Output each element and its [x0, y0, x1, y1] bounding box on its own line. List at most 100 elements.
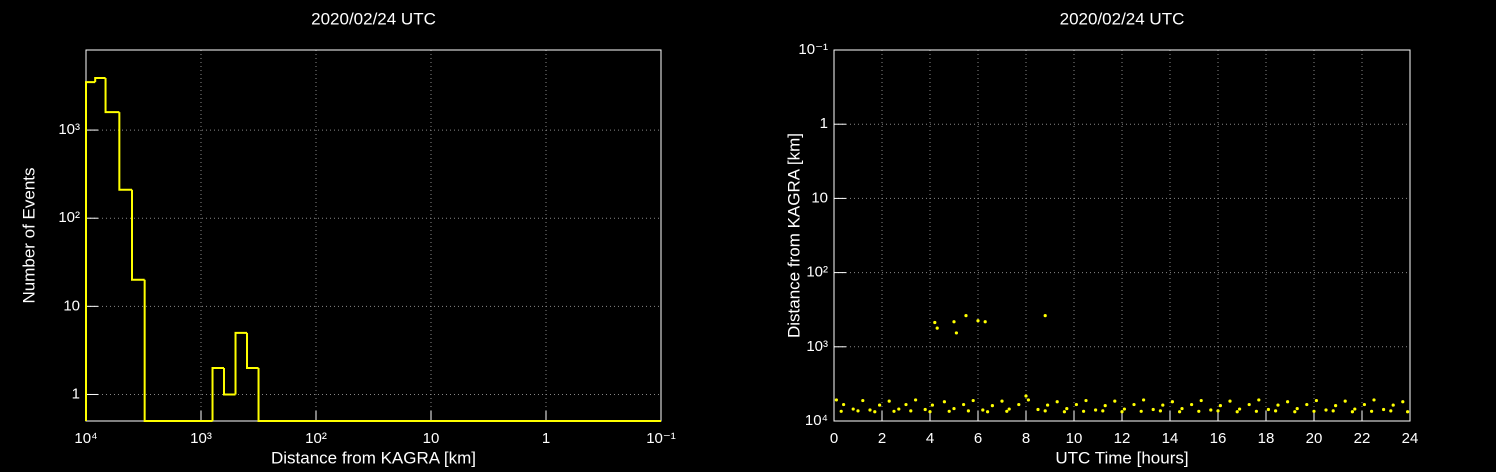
- scatter-point: [1094, 408, 1098, 412]
- x-tick-label: 4: [926, 430, 934, 447]
- scatter-point: [1084, 398, 1088, 403]
- histogram-bar: [118, 112, 133, 191]
- scatter-point: [1389, 409, 1393, 413]
- scatter-point: [1274, 409, 1278, 413]
- scatter-point: [971, 398, 975, 403]
- scatter-point: [1103, 403, 1107, 408]
- scatter-point: [1170, 400, 1174, 404]
- scatter-point: [952, 406, 956, 411]
- scatter-point: [1324, 408, 1328, 412]
- scatter-point: [1286, 400, 1290, 404]
- scatter-point: [942, 400, 947, 404]
- scatter-point: [842, 402, 846, 407]
- x-tick-label: 12: [1114, 430, 1131, 447]
- scatter-point: [986, 410, 990, 414]
- scatter-point: [1276, 403, 1280, 407]
- scatter-point: [1197, 409, 1201, 413]
- scatter-point: [1120, 410, 1124, 414]
- scatter-point: [1266, 407, 1270, 412]
- scatter-point: [930, 403, 935, 407]
- scatter-point: [928, 410, 932, 414]
- scatter-point: [1382, 407, 1386, 412]
- histogram-bar: [234, 331, 248, 395]
- scatter-point: [1101, 409, 1105, 413]
- scatter-point: [1305, 402, 1309, 407]
- scatter-point: [1293, 410, 1297, 414]
- scatter-point: [1139, 409, 1143, 413]
- scatter-point: [1043, 314, 1047, 318]
- histogram-bar: [85, 81, 96, 421]
- scatter-point: [909, 409, 913, 413]
- scatter-point: [1218, 403, 1222, 408]
- scatter-point: [1024, 394, 1028, 398]
- scatter-point: [1007, 407, 1011, 411]
- x-tick-label: 10⁴: [74, 430, 97, 447]
- scatter-point: [1235, 410, 1239, 414]
- x-tick-label: 18: [1258, 430, 1275, 447]
- scatter-point: [892, 409, 896, 413]
- scatter-point: [947, 409, 951, 413]
- scatter-point: [1391, 403, 1395, 407]
- scatter-point: [966, 409, 971, 413]
- scatter-point: [935, 326, 939, 330]
- scatter-point: [1314, 398, 1318, 403]
- scatter-point: [1062, 410, 1066, 414]
- scatter-point: [976, 319, 980, 323]
- y-tick-label: 1: [820, 115, 828, 132]
- scatter-point: [897, 407, 901, 411]
- scatter-point: [887, 399, 891, 403]
- x-axis-label: Distance from KAGRA [km]: [271, 448, 476, 467]
- scatter-point: [856, 409, 860, 413]
- scatter-point: [1046, 403, 1050, 407]
- scatter-point: [954, 331, 959, 335]
- scatter-point: [1000, 399, 1004, 403]
- y-tick-label: 10²: [58, 209, 80, 226]
- scatter-point: [981, 408, 985, 412]
- x-tick-label: 8: [1022, 430, 1030, 447]
- scatter-point: [952, 320, 956, 324]
- x-tick-label: 0: [830, 430, 838, 447]
- scatter-point: [1113, 399, 1117, 403]
- scatter-point: [1216, 409, 1220, 413]
- scatter-point: [1209, 408, 1213, 412]
- histogram-bar: [246, 332, 259, 369]
- x-tick-label: 14: [1162, 430, 1179, 447]
- chart-title: 2020/02/24 UTC: [311, 9, 436, 28]
- scatter-point: [861, 398, 865, 403]
- scatter-point: [1074, 402, 1078, 407]
- histogram-bar: [131, 189, 145, 281]
- scatter-point: [990, 403, 995, 408]
- scatter-point: [1043, 409, 1047, 413]
- histogram-bar: [104, 77, 120, 114]
- scatter-point: [962, 402, 966, 407]
- scatter-point: [1142, 398, 1146, 402]
- x-tick-label: 10: [1066, 430, 1083, 447]
- x-tick-label: 10⁻¹: [646, 430, 676, 447]
- scatter-point: [1158, 409, 1162, 413]
- y-tick-label: 10: [811, 189, 828, 206]
- scatter-point: [1331, 409, 1335, 413]
- scatter-point: [1082, 409, 1086, 413]
- scatter-point: [1017, 402, 1021, 407]
- scatter-point: [839, 409, 843, 413]
- scatter-point: [923, 407, 927, 412]
- x-tick-label: 2: [878, 430, 886, 447]
- scatter-point: [868, 408, 872, 412]
- scatter-point: [1350, 410, 1354, 414]
- scatter-point: [1353, 407, 1357, 411]
- x-tick-label: 1: [542, 430, 550, 447]
- histogram-bar: [94, 76, 106, 83]
- scatter-point: [1406, 410, 1410, 414]
- scatter-point: [1370, 409, 1374, 413]
- y-tick-label: 10³: [806, 338, 828, 355]
- scatter-point: [964, 314, 968, 318]
- x-tick-label: 24: [1402, 430, 1419, 447]
- scatter-point: [1362, 402, 1366, 407]
- scatter-point: [834, 398, 839, 402]
- scatter-point: [878, 403, 882, 407]
- scatter-point: [1199, 398, 1203, 403]
- scatter-point: [1178, 410, 1182, 414]
- scatter-point: [933, 320, 937, 325]
